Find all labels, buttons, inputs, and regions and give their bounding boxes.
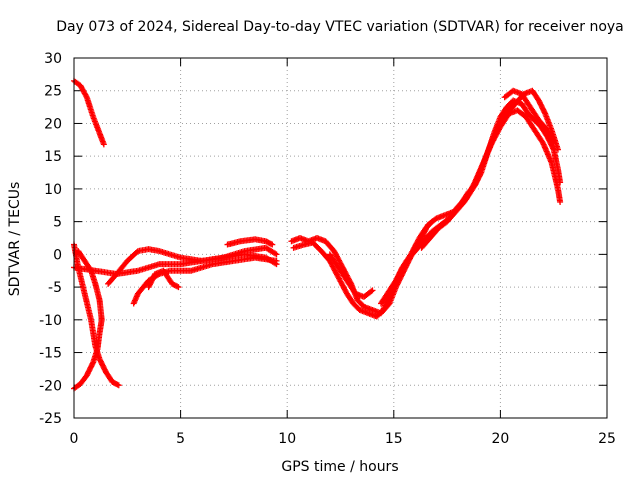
series-arc-8 (224, 236, 276, 248)
y-tick-label: 10 (44, 182, 62, 198)
data-point (428, 219, 435, 226)
data-point (100, 141, 107, 148)
x-tick-label: 10 (278, 431, 296, 447)
series-arc-13 (418, 87, 561, 251)
x-tick-label: 25 (598, 431, 616, 447)
data-point (115, 382, 122, 389)
data-point (174, 283, 181, 290)
series-arc-3 (71, 248, 105, 392)
data-point (550, 140, 557, 147)
series-arc-14 (501, 87, 557, 147)
y-tick-label: -25 (39, 411, 62, 427)
series-arc-12 (378, 218, 436, 307)
y-axis-label: SDTVAR / TECUs (7, 182, 23, 297)
grid (74, 58, 607, 418)
data-point (273, 251, 280, 258)
series-arc-9 (288, 97, 564, 317)
x-tick-label: 20 (491, 431, 509, 447)
series-arc-11 (326, 251, 376, 300)
chart-title: Day 073 of 2024, Sidereal Day-to-day VTE… (56, 19, 624, 35)
data-point (75, 248, 82, 255)
series-arc-7 (145, 267, 182, 291)
axis-ticks: 0 5 10 15 20 25 -25 -20 -15 -10 -5 0 5 10 15 20 25 30 (39, 51, 616, 447)
series-arc-1 (71, 77, 107, 148)
y-tick-label: 30 (44, 51, 62, 67)
plot-frame (73, 57, 608, 419)
x-tick-label: 0 (70, 431, 79, 447)
series-arc-5 (105, 244, 280, 287)
data-point (369, 287, 376, 294)
data-points (71, 77, 564, 392)
data-point (272, 250, 279, 257)
x-tick-label: 15 (385, 431, 403, 447)
data-point (557, 199, 564, 205)
series-arc-10 (290, 107, 564, 320)
y-tick-label: -5 (48, 280, 62, 296)
x-axis-label: GPS time / hours (281, 459, 398, 475)
y-tick-label: -15 (39, 346, 62, 362)
data-point (554, 146, 561, 153)
data-point (429, 218, 436, 225)
y-tick-label: 5 (53, 215, 62, 231)
data-point (83, 92, 90, 99)
y-tick-label: 0 (53, 247, 62, 263)
y-tick-label: 15 (44, 149, 62, 165)
data-point (114, 381, 121, 388)
y-tick-label: -20 (39, 378, 62, 394)
data-point (267, 240, 274, 247)
data-point (273, 257, 280, 264)
data-point (175, 284, 182, 291)
data-point (269, 241, 276, 248)
series-arc-2 (71, 241, 122, 389)
y-tick-label: 20 (44, 116, 62, 132)
data-point (76, 249, 83, 256)
x-tick-label: 5 (176, 431, 185, 447)
y-tick-label: -10 (39, 313, 62, 329)
y-tick-label: 25 (44, 84, 62, 100)
data-point (368, 288, 375, 295)
